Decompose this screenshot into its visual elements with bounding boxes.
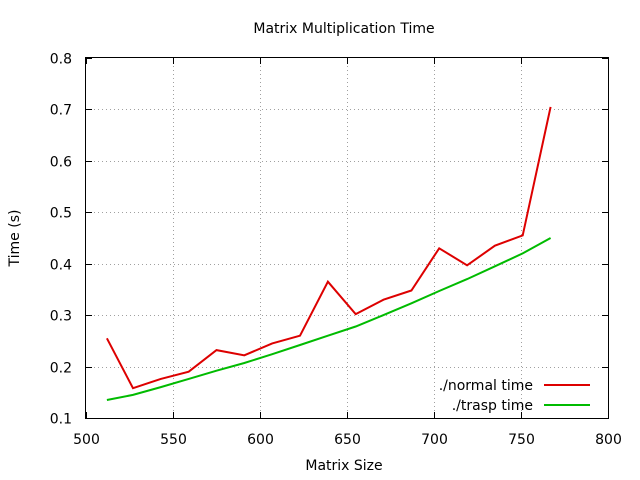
x-tick-label: 750: [508, 432, 535, 448]
y-tick-label: 0.2: [50, 361, 72, 377]
y-tick-labels: 0.1 0.2 0.3 0.4 0.5 0.6 0.7 0.8: [50, 52, 72, 428]
axis-ticks: [86, 58, 609, 419]
legend-label: ./normal time: [439, 378, 533, 394]
x-tick-label: 800: [595, 432, 622, 448]
x-tick-labels: 500 550 600 650 700 750 800: [73, 432, 622, 448]
series-line-1: [106, 106, 552, 390]
x-tick-label: 500: [73, 432, 100, 448]
x-tick-label: 700: [421, 432, 448, 448]
grid-lines: [86, 58, 608, 418]
x-axis-label: Matrix Size: [305, 458, 382, 474]
x-tick-label: 650: [334, 432, 361, 448]
x-tick-label: 550: [160, 432, 187, 448]
y-axis-label: Time (s): [7, 210, 23, 268]
series-line-2: [106, 237, 552, 401]
legend-label: ./trasp time: [452, 398, 533, 414]
series-lines: [106, 106, 552, 401]
plot-frame: [85, 57, 609, 419]
y-tick-label: 0.8: [50, 52, 72, 68]
x-tick-label: 600: [247, 432, 274, 448]
y-tick-label: 0.7: [50, 103, 72, 119]
y-tick-label: 0.6: [50, 155, 72, 171]
y-tick-label: 0.3: [50, 309, 72, 325]
chart-title: Matrix Multiplication Time: [253, 21, 434, 37]
y-tick-label: 0.4: [50, 258, 72, 274]
y-tick-label: 0.5: [50, 206, 72, 222]
legend: ./normal time ./trasp time: [439, 378, 590, 414]
y-tick-label: 0.1: [50, 412, 72, 428]
